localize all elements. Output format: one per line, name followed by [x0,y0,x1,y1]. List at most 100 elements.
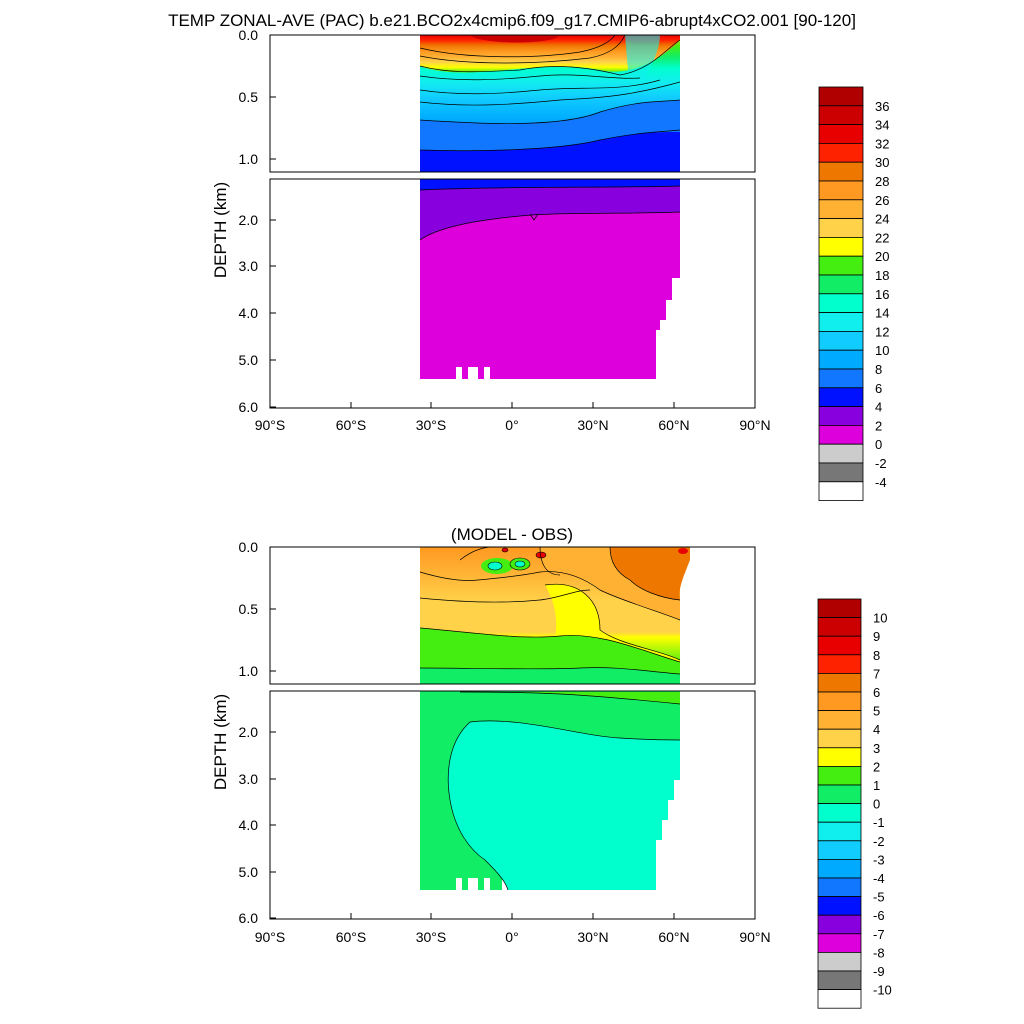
colorbar-swatch [818,312,864,332]
colorbar-label: 6 [875,381,882,396]
figure-title: TEMP ZONAL-AVE (PAC) b.e21.BCO2x4cmip6.f… [168,11,856,30]
colorbar-swatch [818,124,864,144]
top-ytick-label: 0.5 [239,89,259,105]
colorbar-swatch [818,368,864,389]
colorbar-label: -4 [875,475,887,490]
top-upper-field [419,35,681,172]
colorbar-label: 1 [873,778,880,793]
colorbar-swatch [818,462,864,483]
colorbar-label: 5 [873,704,880,719]
colorbar-swatch [817,803,862,823]
colorbar-swatch [817,728,862,749]
top-ytick-label: 4.0 [239,305,259,321]
colorbar-swatch [818,349,864,370]
colorbar-swatch [818,274,864,295]
bottom-ytick-label: 1.0 [239,663,259,679]
colorbar-label: 10 [875,343,889,358]
colorbar-swatch [817,654,862,674]
colorbar-swatch [818,406,864,426]
bottom-ytick-label: 6.0 [239,910,259,926]
colorbar-label: 14 [875,306,889,321]
colorbar-label: -10 [873,983,892,998]
colorbar-label: 10 [873,611,887,626]
colorbar-label: -1 [873,815,885,830]
colorbar-swatch [818,86,864,107]
bottom-xtick-label: 0° [505,929,518,945]
colorbar-swatch [817,933,862,953]
colorbar-label: 22 [875,230,889,245]
top-ytick-label: 3.0 [239,258,259,274]
colorbar-label: 30 [875,155,889,170]
colorbar-label: 2 [875,418,882,433]
colorbar-label: -7 [873,927,885,942]
colorbar-swatch [818,293,864,313]
bottom-y-axis-label: DEPTH (km) [211,694,230,790]
colorbar-label: 0 [875,437,882,452]
colorbar-label: 7 [873,666,880,681]
colorbar-swatch [817,859,862,879]
top-xtick-label: 90°S [255,417,286,433]
top-x-axis [269,402,756,408]
colorbar-label: 34 [875,118,889,133]
top-xtick-label: 30°N [577,417,608,433]
bottom-ytick-label: 0.0 [239,539,259,555]
colorbar-label: 24 [875,212,889,227]
colorbar-swatch [818,255,864,276]
colorbar-swatch [818,424,864,445]
colorbar-swatch [818,142,864,163]
colorbar-swatch [818,443,864,464]
bottom-ytick-label: 5.0 [239,864,259,880]
bottom-xtick-label: 30°S [416,929,447,945]
top-ytick-label: 1.0 [239,151,259,167]
top-ytick-label: 0.0 [239,27,259,43]
colorbar-swatch [817,635,862,656]
colorbar-label: 4 [875,400,882,415]
bottom-ytick-label: 2.0 [239,724,259,740]
bottom-xtick-label: 60°S [336,929,367,945]
bottom-xtick-label: 60°N [658,929,689,945]
top-xtick-label: 30°S [416,417,447,433]
bottom-xtick-label: 90°S [255,929,286,945]
top-xtick-label: 90°N [739,417,770,433]
bottom-y-axis [270,546,276,919]
colorbar-swatch [817,914,862,935]
colorbar-label: -2 [875,456,887,471]
top-xtick-label: 60°S [336,417,367,433]
bottom-ytick-label: 4.0 [239,817,259,833]
colorbar-swatch [818,180,864,201]
colorbar-swatch [817,766,862,786]
colorbar-label: -6 [873,908,885,923]
colorbar-swatch [817,673,862,693]
colorbar-swatch [818,218,864,238]
colorbar-swatch [817,747,862,767]
bottom-lower-field [420,691,681,891]
top-panel: 0.0 0.5 1.0 2.0 3.0 4.0 5.0 6.0 DEPTH (k… [211,27,889,501]
colorbar-swatch [818,199,864,220]
top-y-axis-label: DEPTH (km) [211,182,230,278]
colorbar-label: 2 [873,759,880,774]
bottom-panel: (MODEL - OBS) [211,525,892,1009]
colorbar-swatch [818,387,864,407]
colorbar-label: -9 [873,964,885,979]
colorbar-swatch [818,161,864,182]
colorbar-label: -4 [873,871,885,886]
bottom-panel-title: (MODEL - OBS) [451,525,573,544]
colorbar-label: 16 [875,287,889,302]
colorbar-swatch [817,784,862,805]
colorbar-swatch [817,840,862,860]
colorbar-label: 0 [873,797,880,812]
colorbar-swatch [817,691,862,712]
colorbar-swatch [818,105,864,126]
colorbar-label: -8 [873,945,885,960]
colorbar-label: 3 [873,741,880,756]
bottom-ytick-label: 0.5 [239,601,259,617]
colorbar-label: 18 [875,268,889,283]
bottom-upper-field [419,547,690,684]
colorbar-label: 32 [875,136,889,151]
bottom-upper-frame [269,546,756,685]
colorbar-label: -2 [873,834,885,849]
colorbar-label: 28 [875,174,889,189]
top-y-axis [270,34,276,408]
